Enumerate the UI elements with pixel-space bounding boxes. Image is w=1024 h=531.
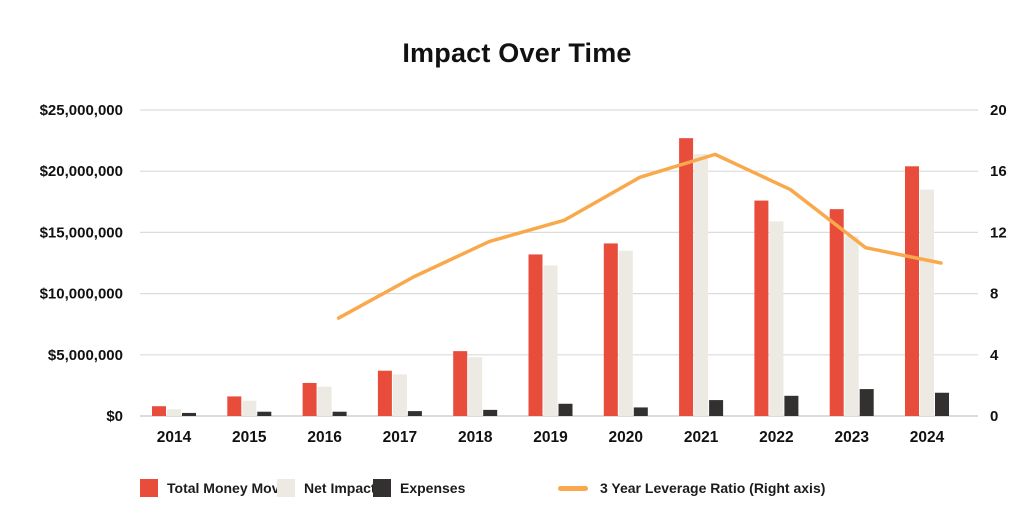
x-axis-label-2017: 2017 [383, 429, 417, 446]
bar-net-impact-2016 [317, 386, 332, 416]
bar-total-money-moved-2017 [377, 370, 392, 416]
bar-expenses-2015 [257, 411, 272, 416]
x-axis-label-2016: 2016 [307, 429, 342, 446]
legend-item-leverage-ratio: 3 Year Leverage Ratio (Right axis) [558, 476, 825, 500]
bar-net-impact-2023 [844, 236, 859, 416]
y-axis-tick-label-right: 12 [990, 224, 1007, 241]
bar-total-money-moved-2019 [528, 254, 543, 416]
bar-net-impact-2015 [242, 400, 257, 416]
x-axis-label-2020: 2020 [609, 429, 643, 446]
chart-title: Impact Over Time [402, 38, 632, 68]
y-axis-tick-label-right: 20 [990, 102, 1007, 119]
y-axis-tick-label-left: $25,000,000 [40, 102, 123, 119]
bar-total-money-moved-2022 [754, 200, 769, 416]
x-axis-label-2023: 2023 [834, 429, 869, 446]
bar-net-impact-2021 [694, 154, 709, 416]
expenses-swatch-icon [373, 479, 391, 497]
bar-expenses-2022 [784, 395, 799, 416]
bar-net-impact-2022 [769, 221, 784, 416]
bar-total-money-moved-2014 [152, 406, 166, 416]
x-axis-label-2015: 2015 [232, 429, 267, 446]
bar-expenses-2017 [407, 411, 422, 416]
leverage-ratio-line [336, 152, 943, 320]
bar-total-money-moved-2024 [905, 166, 919, 416]
x-axis-label-2018: 2018 [458, 429, 493, 446]
bar-expenses-2024 [935, 392, 949, 416]
bar-total-money-moved-2023 [829, 209, 844, 416]
bar-expenses-2016 [332, 411, 347, 416]
legend-label-expenses: Expenses [400, 480, 466, 496]
bar-net-impact-2017 [392, 374, 407, 416]
legend-item-total-money-moved: Total Money Moved [140, 476, 296, 500]
x-axis-label-2014: 2014 [157, 429, 192, 446]
bar-net-impact-2014 [167, 409, 181, 416]
legend-label-leverage-ratio: 3 Year Leverage Ratio (Right axis) [600, 480, 826, 496]
bar-expenses-2021 [709, 400, 724, 416]
y-axis-tick-label-left: $20,000,000 [40, 163, 123, 180]
legend-item-expenses: Expenses [373, 476, 465, 500]
y-axis-tick-label-right: 16 [990, 163, 1007, 180]
y-axis-tick-label-left: $0 [106, 408, 123, 425]
bar-total-money-moved-2020 [603, 243, 618, 416]
bar-net-impact-2020 [618, 250, 633, 416]
leverage-ratio-line-swatch-icon [558, 485, 588, 491]
y-axis-tick-label-right: 4 [990, 347, 999, 364]
x-axis-label-2021: 2021 [684, 429, 719, 446]
legend-label-total-money-moved: Total Money Moved [167, 480, 296, 496]
bar-net-impact-2024 [920, 189, 934, 416]
y-axis-tick-label-left: $15,000,000 [40, 224, 123, 241]
net-impact-swatch-icon [277, 479, 295, 497]
bar-net-impact-2018 [468, 357, 483, 416]
legend-item-net-impact: Net Impact [277, 476, 376, 500]
bar-expenses-2020 [633, 407, 648, 416]
y-axis-tick-label-left: $10,000,000 [40, 286, 123, 303]
x-axis-label-2024: 2024 [910, 429, 945, 446]
bar-net-impact-2019 [543, 265, 558, 416]
legend-label-net-impact: Net Impact [304, 480, 376, 496]
y-axis-tick-label-right: 0 [990, 408, 998, 425]
bar-expenses-2023 [859, 389, 874, 416]
bar-total-money-moved-2015 [227, 396, 242, 416]
y-axis-tick-label-right: 8 [990, 286, 998, 303]
bar-expenses-2019 [558, 403, 573, 416]
bar-expenses-2018 [483, 409, 498, 416]
y-axis-tick-label-left: $5,000,000 [48, 347, 123, 364]
bar-expenses-2014 [182, 412, 196, 416]
x-axis-label-2022: 2022 [759, 429, 793, 446]
bar-total-money-moved-2016 [302, 382, 317, 416]
total-money-moved-swatch-icon [140, 479, 158, 497]
bar-total-money-moved-2018 [453, 351, 468, 416]
x-axis-label-2019: 2019 [533, 429, 568, 446]
bar-total-money-moved-2021 [679, 138, 694, 417]
